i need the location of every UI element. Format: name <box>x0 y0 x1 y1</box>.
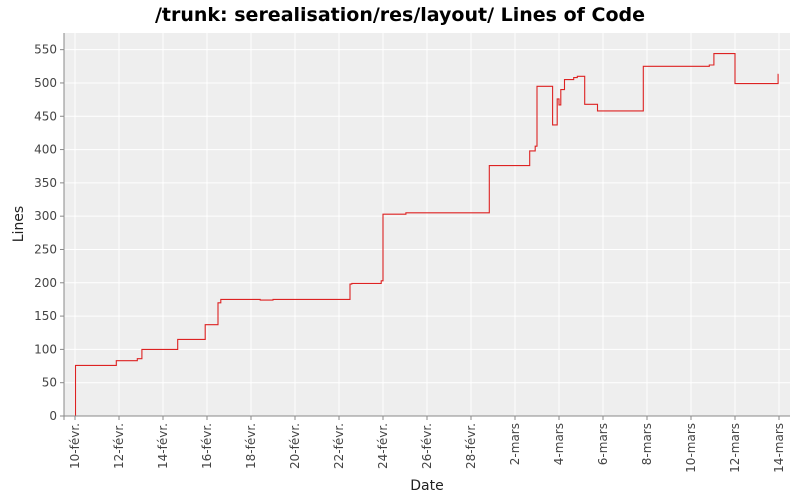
y-tick-label: 300 <box>34 209 57 223</box>
x-tick-label: 10-mars <box>684 423 698 473</box>
y-tick-label: 50 <box>42 376 57 390</box>
y-tick-label: 500 <box>34 76 57 90</box>
x-tick-label: 24-févr. <box>376 423 390 469</box>
y-tick-label: 0 <box>49 409 57 423</box>
x-tick-label: 12-févr. <box>112 423 126 469</box>
y-tick-label: 100 <box>34 342 57 356</box>
y-axis-label: Lines <box>11 206 27 242</box>
x-tick-label: 18-févr. <box>244 423 258 469</box>
y-tick-label: 200 <box>34 276 57 290</box>
series-layer <box>74 53 779 417</box>
x-tick-label: 28-févr. <box>464 423 478 469</box>
x-axis-label: Date <box>410 478 443 494</box>
y-tick-label: 250 <box>34 242 57 256</box>
x-tick-label: 22-févr. <box>332 423 346 469</box>
x-tick-label: 8-mars <box>640 423 654 465</box>
x-tick-label: 2-mars <box>508 423 522 465</box>
x-tick-label: 16-févr. <box>200 423 214 469</box>
x-tick-label: 20-févr. <box>288 423 302 469</box>
y-tick-label: 550 <box>34 43 57 57</box>
series-line-0 <box>74 53 779 417</box>
grid-lines <box>64 33 790 417</box>
y-tick-label: 150 <box>34 309 57 323</box>
axes: 0 50 100 150 200 250 300 350 400 450 500 550 10-févr… <box>34 33 790 473</box>
x-tick-label: 6-mars <box>596 423 610 465</box>
x-tick-label: 4-mars <box>552 423 566 465</box>
x-tick-label: 10-févr. <box>68 423 82 469</box>
x-tick-label: 14-févr. <box>156 423 170 469</box>
x-tick-label: 26-févr. <box>420 423 434 469</box>
y-tick-label: 400 <box>34 143 57 157</box>
y-tick-label: 450 <box>34 109 57 123</box>
x-tick-label: 12-mars <box>728 423 742 473</box>
chart-title: /trunk: serealisation/res/layout/ Lines … <box>155 4 645 26</box>
y-tick-label: 350 <box>34 176 57 190</box>
x-tick-label: 14-mars <box>772 423 786 473</box>
